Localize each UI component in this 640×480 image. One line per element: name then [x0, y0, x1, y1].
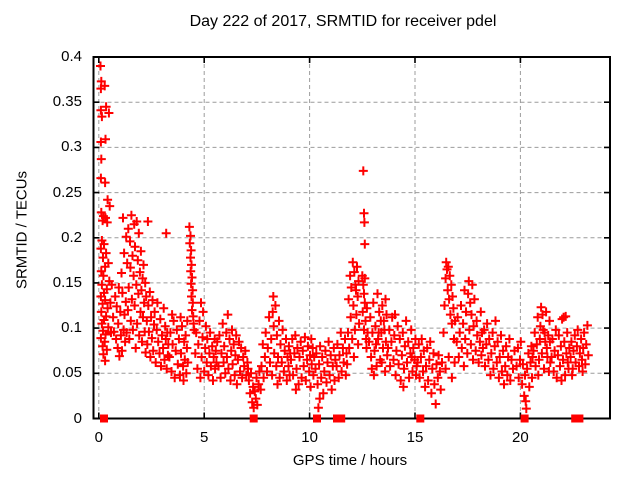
y-tick-label: 0.2: [61, 228, 82, 246]
y-tick-label: 0.4: [61, 48, 82, 65]
zero-value-marker: [313, 414, 321, 423]
x-tick-label: 10: [301, 429, 318, 446]
zero-value-marker: [416, 414, 425, 423]
zero-value-marker: [520, 414, 529, 423]
zero-value-marker: [100, 414, 108, 423]
x-tick-label: 5: [200, 429, 209, 446]
y-tick-label: 0.15: [52, 273, 82, 291]
y-tick-label: 0.3: [61, 138, 82, 156]
x-tick-label: 15: [406, 429, 424, 446]
y-tick-label: 0.35: [52, 93, 82, 111]
y-tick-label: 0.1: [61, 319, 82, 337]
y-tick-label: 0.25: [52, 183, 82, 201]
zero-value-marker: [571, 414, 580, 423]
y-tick-label: 0: [73, 409, 82, 427]
x-axis-label: GPS time / hours: [292, 452, 408, 469]
zero-value-marker: [333, 414, 341, 423]
x-tick-label: 20: [512, 429, 529, 446]
axis-ticks: [93, 56, 610, 420]
x-tick-label: 0: [94, 429, 103, 446]
zero-value-marker: [337, 414, 346, 423]
gridlines: [93, 56, 610, 419]
zero-value-marker: [249, 414, 258, 423]
chart-title: Day 222 of 2017, SRMTID for receiver pde…: [189, 13, 497, 30]
y-tick-label: 0.05: [52, 364, 82, 382]
zero-value-marker: [575, 414, 584, 423]
scatter-points: [96, 61, 593, 414]
